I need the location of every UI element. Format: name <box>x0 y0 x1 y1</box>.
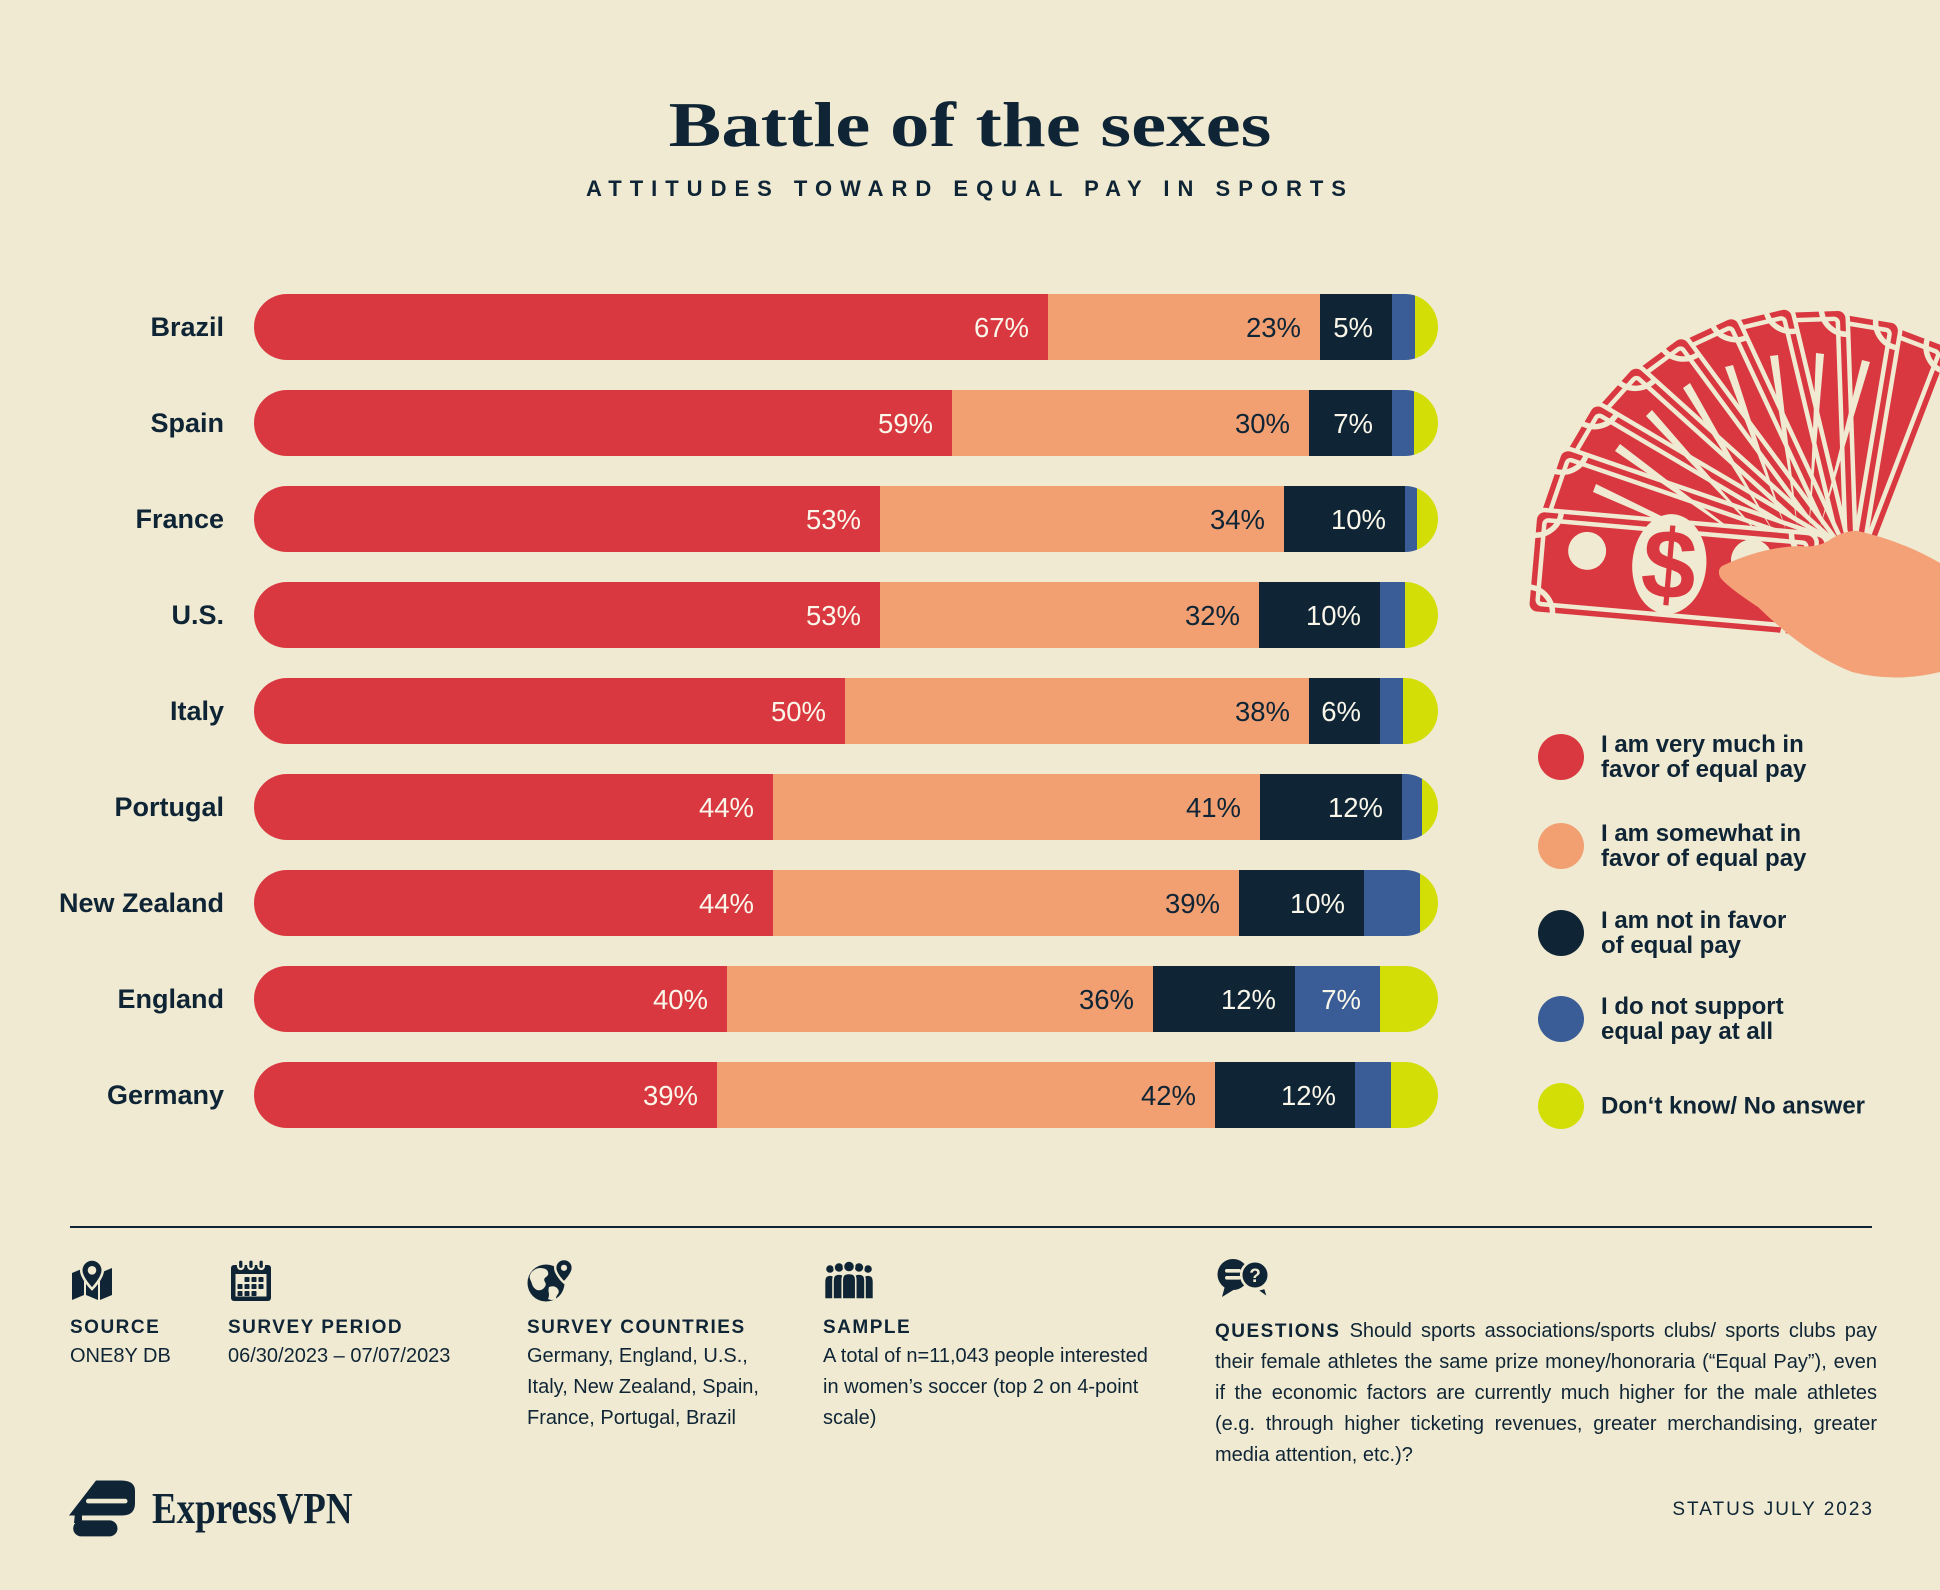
svg-text:?: ? <box>1249 1266 1261 1287</box>
svg-text:$: $ <box>1637 507 1701 621</box>
